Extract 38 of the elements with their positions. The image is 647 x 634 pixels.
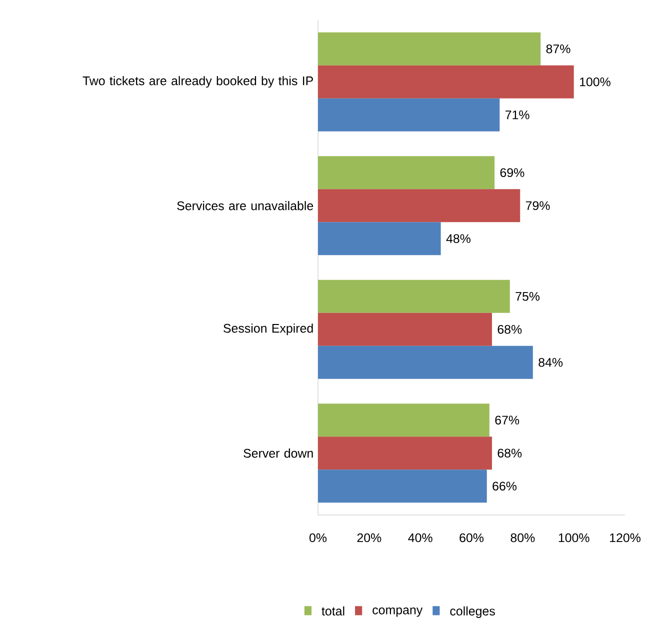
data-label: 68% xyxy=(498,448,522,458)
bar xyxy=(318,189,520,222)
x-tick-label: 100% xyxy=(558,533,590,542)
bar xyxy=(318,346,533,379)
y-tick-label: Two tickets are already booked by this IP xyxy=(82,76,313,88)
y-tick-label: Services are unavailable xyxy=(177,201,314,210)
bar xyxy=(318,312,492,346)
data-label: 75% xyxy=(516,292,540,301)
data-label: 69% xyxy=(500,168,524,178)
data-label: 87% xyxy=(546,44,570,54)
legend-label: total xyxy=(322,606,344,616)
bar xyxy=(318,222,441,256)
x-tick-label: 40% xyxy=(408,533,432,542)
bar xyxy=(318,98,500,132)
x-tick-label: 80% xyxy=(510,533,535,542)
data-label: 100% xyxy=(580,77,610,86)
bar xyxy=(318,470,487,503)
y-tick-label: Server down xyxy=(244,448,313,458)
data-label: 48% xyxy=(446,234,470,244)
data-label: 68% xyxy=(498,324,522,334)
x-tick-label: 20% xyxy=(357,533,382,542)
bar xyxy=(318,280,510,313)
bar xyxy=(318,404,490,437)
bar xyxy=(318,32,541,66)
data-label: 79% xyxy=(526,201,550,210)
bar xyxy=(318,156,495,190)
legend-label: colleges xyxy=(450,606,495,618)
data-label: 66% xyxy=(492,482,517,491)
data-label: 84% xyxy=(538,358,563,367)
data-label: 67% xyxy=(495,416,520,425)
bar xyxy=(318,65,574,98)
x-tick-label: 0% xyxy=(309,533,327,542)
x-tick-label: 120% xyxy=(610,533,640,542)
bar xyxy=(318,436,492,470)
legend-label: company xyxy=(372,608,423,617)
data-label: 71% xyxy=(505,110,530,120)
x-tick-label: 60% xyxy=(460,533,484,542)
y-tick-label: Session Expired xyxy=(224,324,313,336)
